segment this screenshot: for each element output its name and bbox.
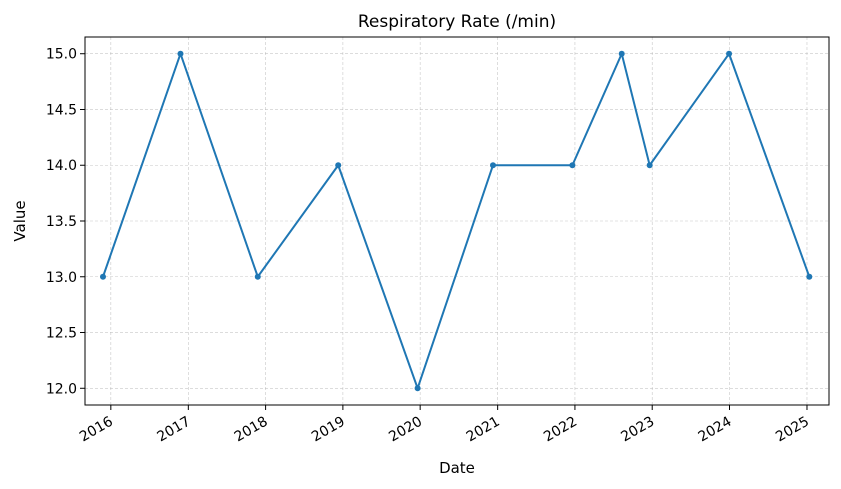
data-point [806, 273, 813, 280]
data-point [335, 162, 342, 169]
y-tick-label: 13.5 [46, 214, 77, 230]
y-axis-ticks: 12.0 12.5 13.0 13.5 14.0 14.5 15.0 [46, 47, 85, 397]
x-tick-label: 2019 [309, 414, 348, 446]
chart-title: Respiratory Rate (/min) [358, 12, 556, 32]
data-point [618, 50, 625, 57]
data-point [414, 385, 421, 392]
x-tick-label: 2023 [618, 414, 657, 446]
data-point [569, 162, 576, 169]
data-point [99, 273, 106, 280]
x-tick-label: 2025 [773, 414, 812, 446]
x-tick-label: 2024 [696, 414, 735, 446]
y-tick-label: 13.0 [46, 270, 77, 286]
x-tick-label: 2018 [232, 414, 271, 446]
x-tick-label: 2020 [386, 414, 425, 446]
y-tick-label: 12.5 [46, 326, 77, 342]
y-tick-label: 14.0 [46, 158, 77, 174]
data-point [177, 50, 184, 57]
x-tick-label: 2016 [77, 414, 116, 446]
grid [85, 37, 829, 405]
series-layer [99, 50, 813, 392]
x-tick-label: 2022 [541, 414, 580, 446]
x-tick-label: 2017 [154, 414, 193, 446]
y-tick-label: 12.0 [46, 381, 77, 397]
x-tick-label: 2021 [464, 414, 503, 446]
y-axis-title: Value [11, 200, 29, 241]
x-axis-title: Date [439, 459, 475, 477]
data-point [726, 50, 733, 57]
y-tick-label: 15.0 [46, 47, 77, 63]
x-axis-ticks: 2016 2017 2018 2019 2020 2021 2022 2023 2024 2025 [77, 405, 812, 445]
y-tick-label: 14.5 [46, 102, 77, 118]
data-point [646, 162, 653, 169]
data-point [489, 162, 496, 169]
data-point [254, 273, 261, 280]
